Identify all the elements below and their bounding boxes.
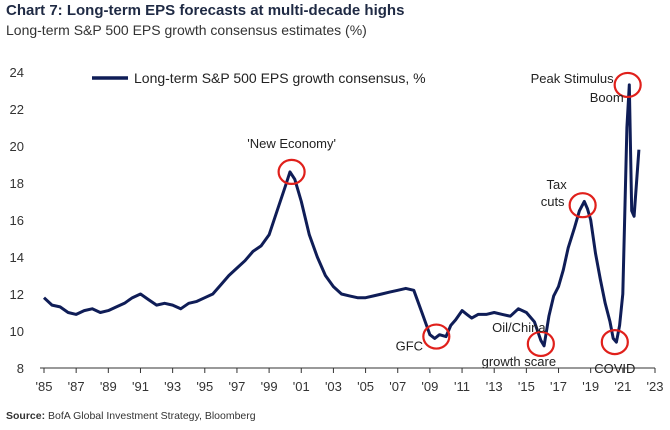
x-tick-label: '05 — [357, 379, 374, 394]
x-tick-label: '97 — [228, 379, 245, 394]
x-tick-label: '85 — [36, 379, 53, 394]
y-tick-label: 24 — [10, 65, 24, 80]
annotation-label: growth scare — [482, 354, 556, 369]
x-tick-label: '87 — [68, 379, 85, 394]
x-tick-label: '17 — [550, 379, 567, 394]
highlight-circle — [422, 323, 451, 350]
x-tick-label: '23 — [647, 379, 664, 394]
source-text: BofA Global Investment Strategy, Bloombe… — [48, 410, 256, 422]
x-tick-label: '93 — [164, 379, 181, 394]
highlight-circle — [526, 330, 555, 358]
x-tick-label: '91 — [132, 379, 149, 394]
annotation-label: Peak Stimulus — [531, 71, 615, 86]
highlight-circle — [613, 71, 642, 99]
y-tick-label: 8 — [17, 361, 24, 376]
y-tick-label: 18 — [10, 176, 24, 191]
x-tick-label: '95 — [196, 379, 213, 394]
legend-label: Long-term S&P 500 EPS growth consensus, … — [134, 70, 426, 86]
annotation-label: COVID — [594, 361, 635, 376]
x-tick-label: '11 — [454, 379, 470, 394]
x-tick-label: '03 — [325, 379, 342, 394]
legend: Long-term S&P 500 EPS growth consensus, … — [92, 70, 426, 86]
x-tick-label: '15 — [518, 379, 535, 394]
annotation-label: 'New Economy' — [247, 136, 336, 151]
source-note: Source: BofA Global Investment Strategy,… — [6, 410, 256, 422]
y-tick-label: 20 — [10, 139, 24, 154]
source-label: Source: — [6, 410, 46, 422]
series-line-eps-growth — [42, 83, 641, 348]
highlight-circles — [277, 71, 642, 358]
annotation-label: Boom — [590, 90, 624, 105]
y-tick-label: 16 — [10, 213, 24, 228]
y-axis: 8 10 12 14 16 18 20 22 24 — [10, 65, 24, 376]
annotation-label: cuts — [541, 194, 565, 209]
y-tick-label: 14 — [10, 250, 24, 265]
chart-subtitle: Long-term S&P 500 EPS growth consensus e… — [6, 22, 367, 38]
x-tick-label: '99 — [261, 379, 278, 394]
annotation-label: Oil/China — [492, 320, 546, 335]
y-tick-label: 22 — [10, 102, 24, 117]
annotation-label: GFC — [396, 339, 423, 354]
annotation-label: Tax — [547, 177, 568, 192]
x-tick-label: '09 — [421, 379, 438, 394]
chart-title: Chart 7: Long-term EPS forecasts at mult… — [6, 2, 405, 19]
highlight-circle — [568, 192, 597, 219]
x-tick-label: '07 — [389, 379, 406, 394]
highlight-circle — [277, 158, 306, 185]
x-tick-label: '19 — [582, 379, 599, 394]
x-tick-label: '01 — [293, 379, 310, 394]
x-tick-label: '13 — [486, 379, 503, 394]
x-axis: '85 '87 '89 '91 '93 '95 '97 '99 '01 '03 '05 '07 '09 '… — [36, 367, 664, 394]
x-tick-label: '21 — [614, 379, 631, 394]
highlight-circle — [600, 329, 629, 356]
x-tick-label: '89 — [100, 379, 117, 394]
annotations: 'New Economy' GFC Oil/China growth scare Tax… — [247, 71, 635, 376]
y-tick-label: 12 — [10, 287, 24, 302]
y-tick-label: 10 — [10, 324, 24, 339]
